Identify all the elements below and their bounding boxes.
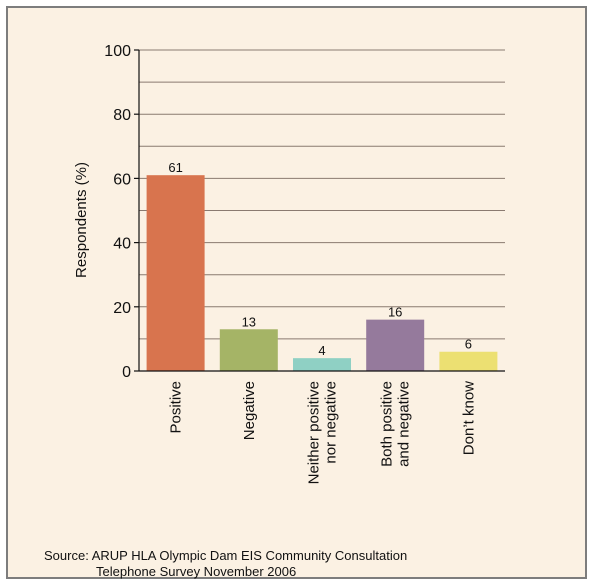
x-tick-label-line: Negative [241,381,258,440]
bar [439,351,498,371]
source-line-1: Source: ARUP HLA Olympic Dam EIS Communi… [44,548,408,563]
bars [146,175,498,371]
bar [293,358,351,371]
source-line-2: Telephone Survey November 2006 [96,564,297,579]
x-tick-label: Negative [241,381,258,440]
y-axis-label: Respondents (%) [73,162,90,278]
y-tick-labels: 0 20 40 60 80 100 [104,43,131,381]
x-tick-label-line: Positive [168,381,185,434]
x-tick-label: Don’t know [460,381,477,455]
bar [366,319,425,371]
data-label: 4 [318,343,325,358]
bar [146,175,205,371]
chart-panel: 0 20 40 60 80 100 61 13 4 16 6 Positive Negative Ne… [6,6,587,579]
x-tick-label-line: Don’t know [460,381,477,455]
x-tick-label: Positive [168,381,185,434]
x-tick-label-line: Both positive [379,381,396,467]
data-label: 61 [168,160,182,175]
y-tick-label: 20 [113,300,131,317]
y-tick-label: 100 [104,43,131,60]
y-tick-label: 80 [113,107,131,124]
x-tick-label-line: and negative [396,381,413,467]
y-tick-label: 0 [122,364,131,381]
data-label: 6 [465,337,472,352]
data-labels: 61 13 4 16 6 [168,160,472,358]
data-label: 16 [388,305,402,320]
x-tick-label-line: nor negative [323,381,340,464]
x-tick-label: Both positive and negative [379,381,413,467]
x-tick-label-line: Neither positive [306,381,323,484]
bar [219,329,278,371]
x-tick-label: Neither positive nor negative [306,381,340,484]
y-tick-label: 60 [113,171,131,188]
bar-chart: 0 20 40 60 80 100 61 13 4 16 6 Positive Negative Ne… [73,43,505,485]
x-tick-labels: Positive Negative Neither positive nor nega… [168,381,478,485]
axes [134,49,505,372]
data-label: 13 [242,314,256,329]
source-note: Source: ARUP HLA Olympic Dam EIS Communi… [44,548,407,580]
y-tick-label: 40 [113,236,131,253]
